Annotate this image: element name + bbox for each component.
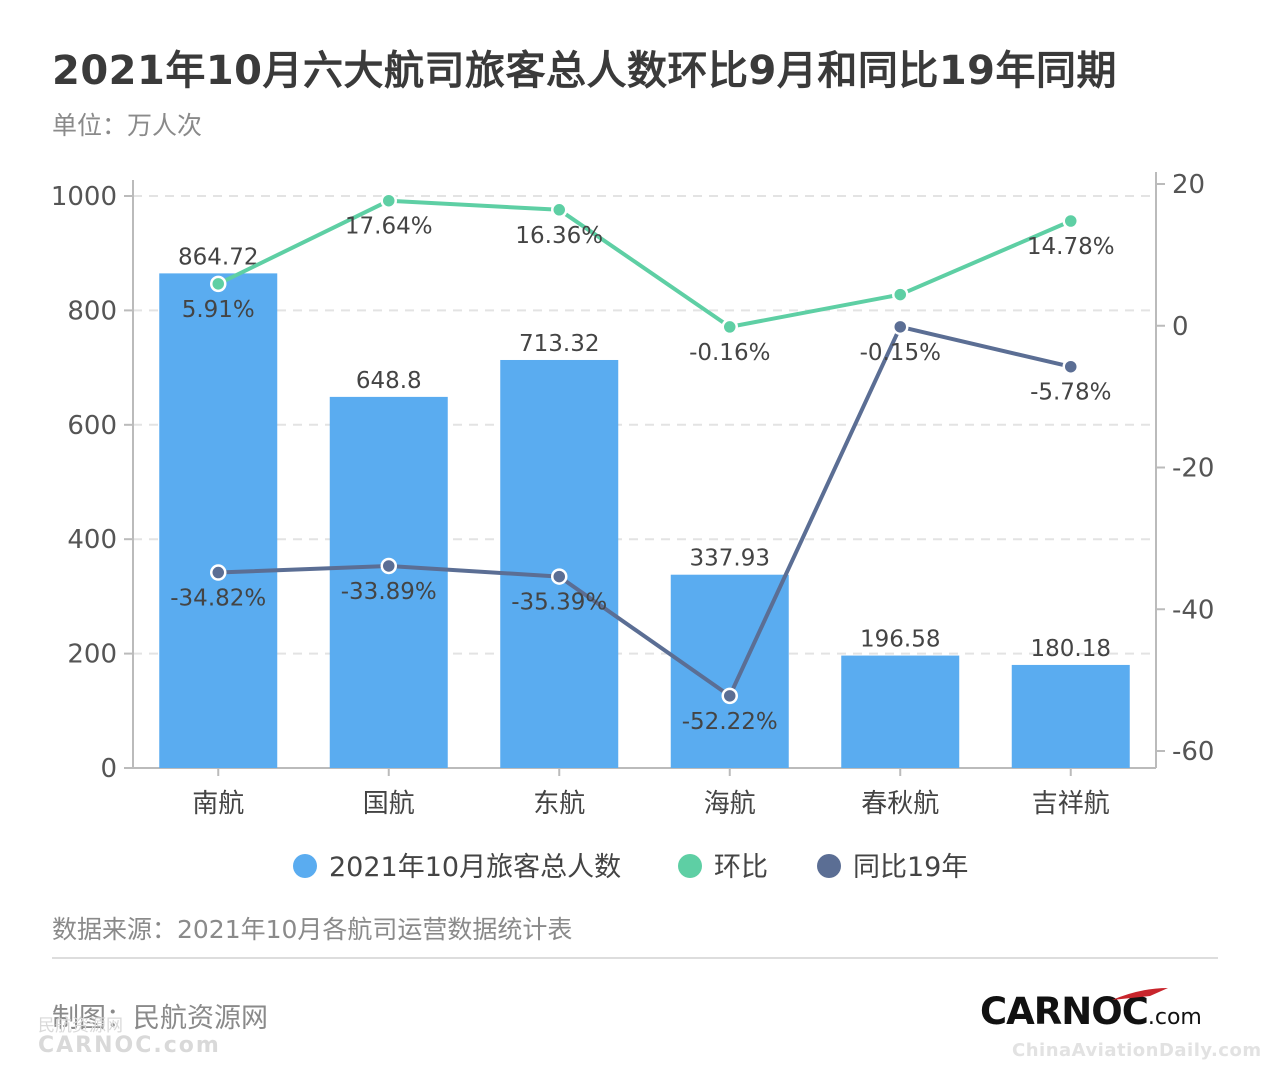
- x-tick-label: 海航: [704, 789, 756, 819]
- x-tick-label: 东航: [533, 789, 585, 819]
- data-source: 数据来源：2021年10月各航司运营数据统计表: [52, 915, 573, 944]
- logo-suffix: .com: [1147, 1005, 1202, 1030]
- line-data-label: -35.39%: [511, 590, 607, 616]
- watermark-left-top: 民航资源网: [38, 1016, 123, 1036]
- line-data-label: -34.82%: [170, 586, 266, 612]
- bar-data-label: 196.58: [860, 627, 940, 653]
- line-data-label: -0.16%: [689, 340, 770, 366]
- line-data-label: -0.15%: [860, 340, 941, 366]
- bar-data-label: 713.32: [519, 331, 599, 357]
- series-point: [551, 201, 568, 219]
- line-data-label: -52.22%: [682, 709, 778, 735]
- legend-label: 同比19年: [853, 852, 968, 883]
- line-data-label: 14.78%: [1027, 234, 1115, 260]
- legend-label: 2021年10月旅客总人数: [329, 852, 621, 883]
- series-point: [721, 318, 738, 336]
- left-tick-label: 200: [67, 640, 117, 670]
- right-tick-label: 0: [1172, 312, 1189, 342]
- right-tick-label: -40: [1172, 595, 1214, 625]
- x-tick-label: 南航: [192, 789, 244, 819]
- chart-unit: 单位：万人次: [52, 111, 203, 140]
- bar-data-label: 180.18: [1031, 636, 1111, 662]
- left-tick-label: 400: [67, 525, 117, 555]
- legend-marker: [817, 854, 841, 878]
- series-point: [892, 286, 909, 303]
- legend-marker: [293, 854, 317, 878]
- right-tick-label: -60: [1172, 737, 1214, 767]
- bar: [841, 655, 960, 768]
- series-point: [380, 557, 397, 575]
- x-tick-label: 春秋航: [861, 789, 939, 819]
- left-tick-label: 0: [100, 754, 117, 784]
- series-point: [1062, 212, 1079, 230]
- watermark-left: 民航资源网 CARNOC.com: [38, 1016, 221, 1058]
- series-point: [210, 564, 227, 581]
- line-data-label: 17.64%: [345, 214, 433, 240]
- line-data-label: 16.36%: [515, 223, 603, 249]
- left-tick-label: 800: [67, 296, 117, 326]
- x-tick-label: 吉祥航: [1032, 789, 1110, 819]
- line-data-label: -5.78%: [1030, 380, 1111, 406]
- footer-divider: [52, 957, 1218, 959]
- series-line: [217, 198, 1072, 329]
- logo-plane-icon: [1112, 988, 1168, 1000]
- carnoc-logo[interactable]: CARNOC.com: [980, 988, 1202, 1033]
- bar: [1011, 664, 1130, 768]
- bar: [159, 273, 278, 768]
- x-tick-label: 国航: [363, 789, 415, 819]
- series-line: [218, 324, 1072, 698]
- bar-data-label: 648.8: [356, 368, 422, 394]
- watermark-left-bottom: CARNOC.com: [38, 1033, 221, 1058]
- bar: [500, 359, 619, 768]
- bar: [329, 396, 448, 768]
- series-point: [380, 192, 397, 209]
- legend-marker: [678, 854, 702, 878]
- series-point: [721, 687, 738, 705]
- bar-data-label: 864.72: [178, 244, 258, 270]
- bar-data-label: 337.93: [690, 546, 770, 572]
- right-tick-label: -20: [1172, 454, 1214, 484]
- chart-title: 2021年10月六大航司旅客总人数环比9月和同比19年同期: [52, 48, 1117, 94]
- right-tick-label: 20: [1172, 170, 1205, 200]
- series-point: [551, 568, 568, 585]
- left-tick-label: 600: [67, 411, 117, 441]
- series-point: [1062, 358, 1079, 375]
- legend-label: 环比: [714, 852, 768, 883]
- series-point: [210, 275, 227, 293]
- series-point: [892, 318, 909, 336]
- line-data-label: 5.91%: [182, 297, 255, 323]
- watermark-right: ChinaAviationDaily.com: [1012, 1040, 1262, 1061]
- left-tick-label: 1000: [51, 182, 117, 212]
- line-data-label: -33.89%: [341, 579, 437, 605]
- chart-maker: 制图：民航资源网: [52, 1003, 268, 1034]
